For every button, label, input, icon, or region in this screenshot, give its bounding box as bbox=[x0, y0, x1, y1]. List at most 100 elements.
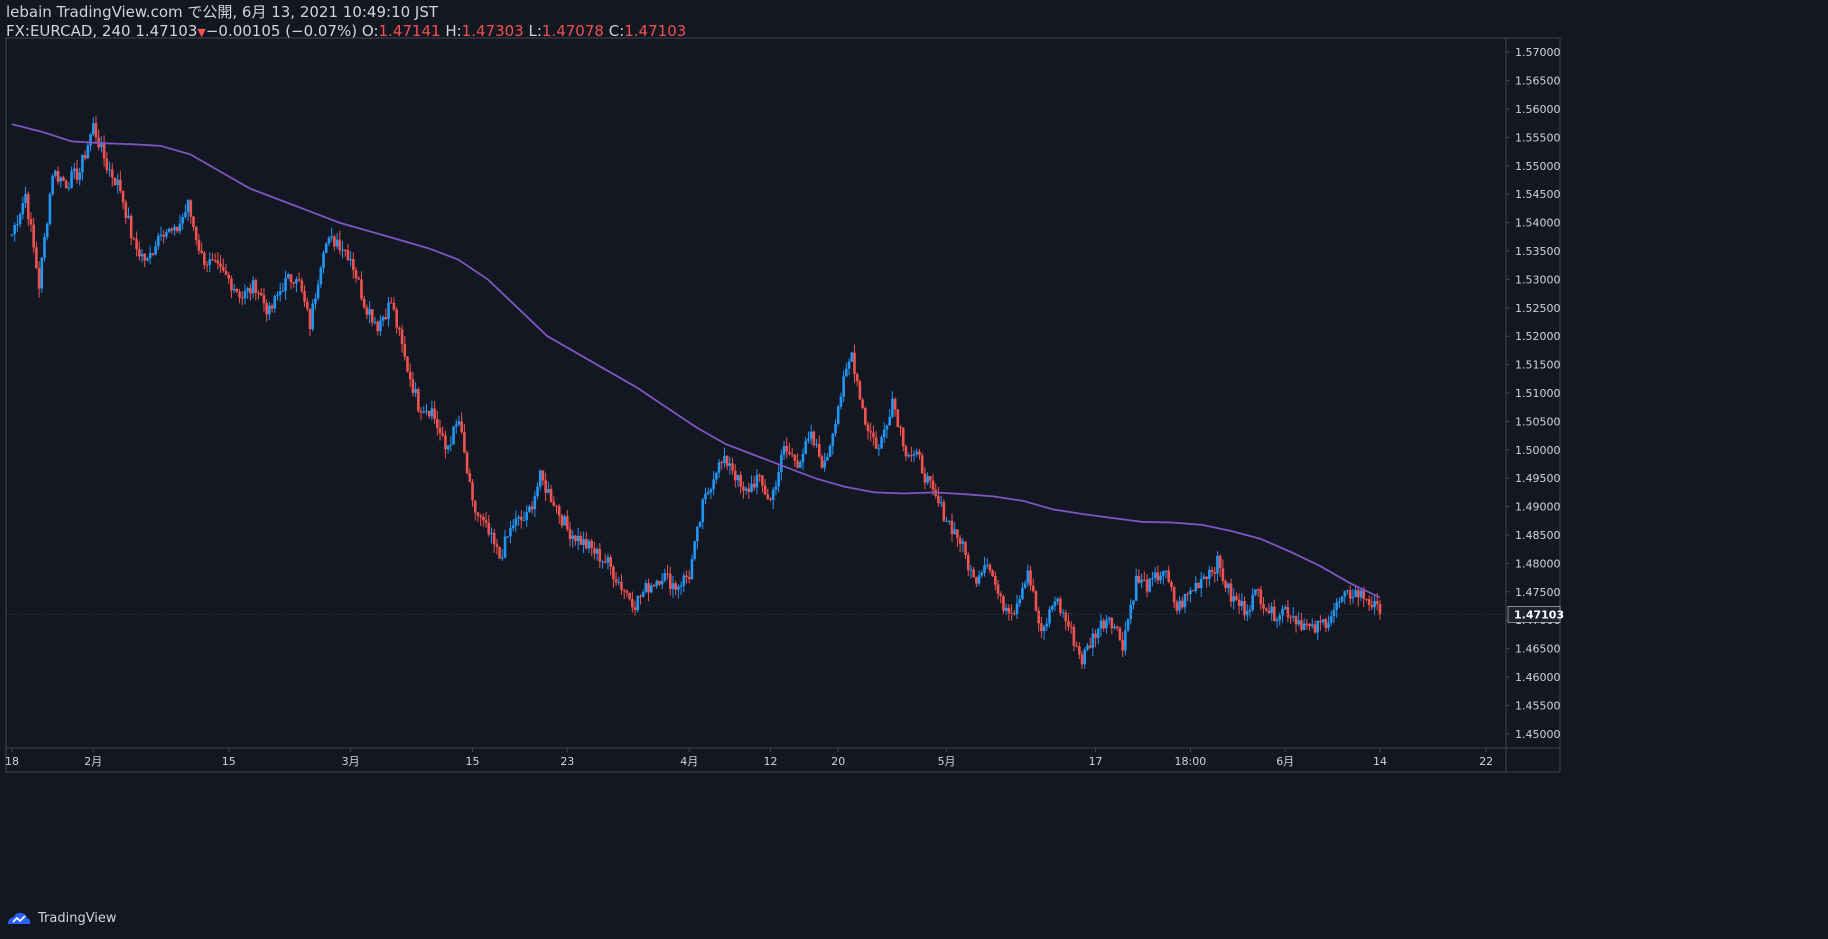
candle-body bbox=[509, 528, 512, 537]
x-tick-label-2: 15 bbox=[222, 755, 236, 768]
symbol-label: FX:EURCAD, 240 bbox=[6, 22, 131, 40]
candle-body bbox=[939, 502, 943, 504]
candle-body bbox=[503, 536, 507, 558]
candle-body bbox=[1161, 570, 1165, 576]
candle-body bbox=[287, 274, 290, 279]
x-tick-label-10: 17 bbox=[1089, 755, 1103, 768]
candle-body bbox=[969, 569, 973, 571]
y-tick-label-10: 1.52000 bbox=[1515, 330, 1561, 343]
y-tick-label-12: 1.51000 bbox=[1515, 387, 1561, 400]
candle-body bbox=[536, 486, 539, 497]
candle-body bbox=[715, 472, 718, 480]
candle-body bbox=[154, 246, 157, 255]
candle-body bbox=[1365, 598, 1368, 600]
candle-body bbox=[910, 455, 913, 457]
x-tick-label-6: 4月 bbox=[680, 755, 698, 768]
y-tick-label-18: 1.48000 bbox=[1515, 557, 1561, 570]
y-tick-label-6: 1.54000 bbox=[1515, 217, 1561, 230]
candle-body bbox=[1040, 623, 1043, 632]
candle-body bbox=[636, 595, 640, 611]
candle-body bbox=[582, 539, 585, 545]
candle-body bbox=[173, 226, 176, 231]
candle-body bbox=[988, 564, 992, 571]
candle-body bbox=[1232, 596, 1236, 602]
candle-body bbox=[847, 361, 851, 369]
candle-body bbox=[257, 292, 260, 294]
candle-body bbox=[308, 308, 312, 330]
candle-body bbox=[482, 517, 485, 521]
candle-body bbox=[631, 599, 634, 608]
candle-body bbox=[21, 203, 25, 215]
candle-body bbox=[1091, 633, 1095, 648]
candle-body bbox=[501, 557, 504, 559]
published-line: lebain TradingView.com で公開, 6月 13, 2021 … bbox=[6, 3, 439, 21]
candle-body bbox=[189, 200, 193, 217]
candle-body bbox=[13, 225, 17, 235]
candle-body bbox=[1153, 572, 1157, 578]
candle-body bbox=[1159, 575, 1162, 581]
candle-body bbox=[1137, 575, 1141, 583]
candle-body bbox=[712, 479, 715, 490]
candle-body bbox=[370, 309, 374, 323]
candle-body bbox=[1354, 590, 1357, 597]
candle-body bbox=[1124, 630, 1127, 651]
candle-body bbox=[463, 431, 466, 453]
candle-body bbox=[568, 529, 572, 539]
candle-body bbox=[1078, 646, 1081, 655]
candle-body bbox=[333, 236, 336, 247]
candle-body bbox=[108, 169, 111, 171]
candle-body bbox=[1210, 569, 1214, 573]
candle-body bbox=[1367, 599, 1371, 605]
candle-body bbox=[1056, 598, 1059, 602]
candle-body bbox=[1151, 577, 1154, 579]
x-tick-label-8: 20 bbox=[831, 755, 845, 768]
candle-body bbox=[698, 522, 702, 527]
candle-body bbox=[1064, 612, 1068, 622]
candle-body bbox=[991, 570, 994, 576]
candle-body bbox=[1316, 620, 1319, 633]
candle-body bbox=[32, 224, 35, 248]
candle-body bbox=[259, 292, 263, 296]
candle-body bbox=[151, 253, 155, 255]
candle-body bbox=[1050, 605, 1054, 610]
candle-body bbox=[1370, 604, 1374, 608]
candle-body bbox=[1110, 617, 1114, 629]
candle-body bbox=[576, 535, 580, 542]
candle-body bbox=[314, 298, 317, 304]
candle-body bbox=[945, 520, 948, 522]
candle-body bbox=[379, 320, 382, 332]
ohlc-line: FX:EURCAD, 240 1.47103▼−0.00105 (−0.07%)… bbox=[6, 22, 906, 42]
candle-body bbox=[357, 278, 361, 280]
candle-body bbox=[1262, 604, 1265, 609]
candle-body bbox=[1031, 585, 1035, 592]
candle-body bbox=[460, 421, 463, 432]
candle-body bbox=[165, 231, 168, 237]
candle-body bbox=[869, 431, 873, 433]
candle-body bbox=[75, 168, 79, 180]
candle-body bbox=[16, 224, 19, 226]
candle-body bbox=[1294, 616, 1298, 625]
candle-body bbox=[958, 538, 962, 544]
candle-body bbox=[1007, 607, 1011, 614]
candle-body bbox=[56, 171, 60, 182]
last-price-badge bbox=[1507, 606, 1561, 623]
candle-body bbox=[1004, 607, 1008, 611]
candle-body bbox=[603, 561, 607, 563]
candle-body bbox=[265, 303, 268, 315]
candle-body bbox=[419, 410, 423, 413]
candle-body bbox=[200, 250, 203, 253]
candle-body bbox=[774, 486, 778, 490]
candle-body bbox=[389, 302, 393, 304]
candle-body bbox=[549, 489, 553, 502]
close-label: C: bbox=[608, 22, 625, 40]
candle-body bbox=[1186, 593, 1189, 595]
candle-body bbox=[977, 575, 981, 584]
candle-body bbox=[590, 541, 594, 549]
candle-body bbox=[102, 142, 106, 159]
candle-body bbox=[1180, 600, 1184, 608]
candle-body bbox=[319, 267, 323, 285]
candle-body bbox=[251, 280, 255, 294]
candle-body bbox=[961, 541, 965, 544]
candle-body bbox=[728, 463, 732, 466]
